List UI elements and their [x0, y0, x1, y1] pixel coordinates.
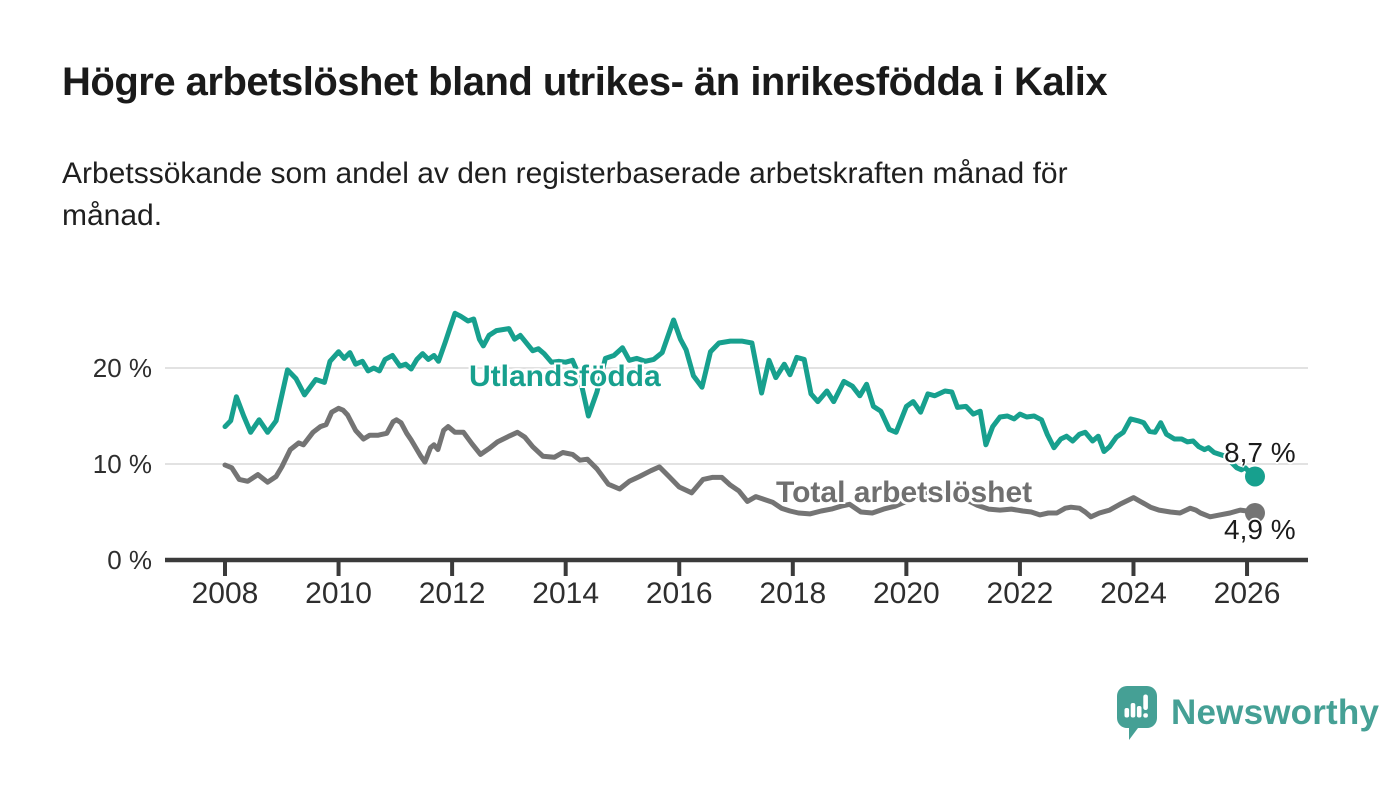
- y-axis-label-20: 20 %: [93, 353, 152, 383]
- x-axis-label-2018: 2018: [759, 577, 826, 610]
- x-axis-label-2010: 2010: [305, 577, 372, 610]
- newsworthy-logo: Newsworthy: [1117, 684, 1379, 742]
- x-axis-label-2022: 2022: [987, 577, 1054, 610]
- series-end-dot-utlandsfodda: [1244, 466, 1265, 487]
- newsworthy-logo-text: Newsworthy: [1171, 693, 1380, 732]
- page-title: Högre arbetslöshet bland utrikes- än inr…: [62, 60, 1108, 104]
- x-axis-label-2014: 2014: [532, 577, 599, 610]
- y-axis-label-10: 10 %: [93, 449, 152, 479]
- series-line-total-arbetsloshet: [222, 405, 1258, 520]
- x-axis-label-2008: 2008: [192, 577, 259, 610]
- series-label-utlandsfodda: Utlandsfödda: [469, 360, 661, 393]
- page-subtitle-line-1: Arbetssökande som andel av den registerb…: [62, 157, 1068, 190]
- end-value-label-total: 4,9 %: [1224, 514, 1296, 545]
- x-axis-label-2016: 2016: [646, 577, 713, 610]
- y-axis-label-0: 0 %: [107, 545, 152, 575]
- page-subtitle-line-2: månad.: [62, 199, 163, 232]
- x-axis-label-2012: 2012: [419, 577, 486, 610]
- end-value-label-utlandsfodda: 8,7 %: [1224, 437, 1296, 468]
- x-axis-label-2020: 2020: [873, 577, 940, 610]
- x-axis-label-2026: 2026: [1214, 577, 1281, 610]
- page-subtitle: Arbetssökande som andel av den registerb…: [62, 153, 1262, 237]
- series-label-total-arbetsloshet: Total arbetslöshet: [776, 476, 1033, 509]
- series-line-utlandsfodda: [222, 310, 1258, 479]
- newsworthy-speech-bubble-chart-icon: [1117, 685, 1157, 740]
- series-end-dot-total-arbetsloshet: [1244, 502, 1265, 523]
- x-axis-label-2024: 2024: [1100, 577, 1167, 610]
